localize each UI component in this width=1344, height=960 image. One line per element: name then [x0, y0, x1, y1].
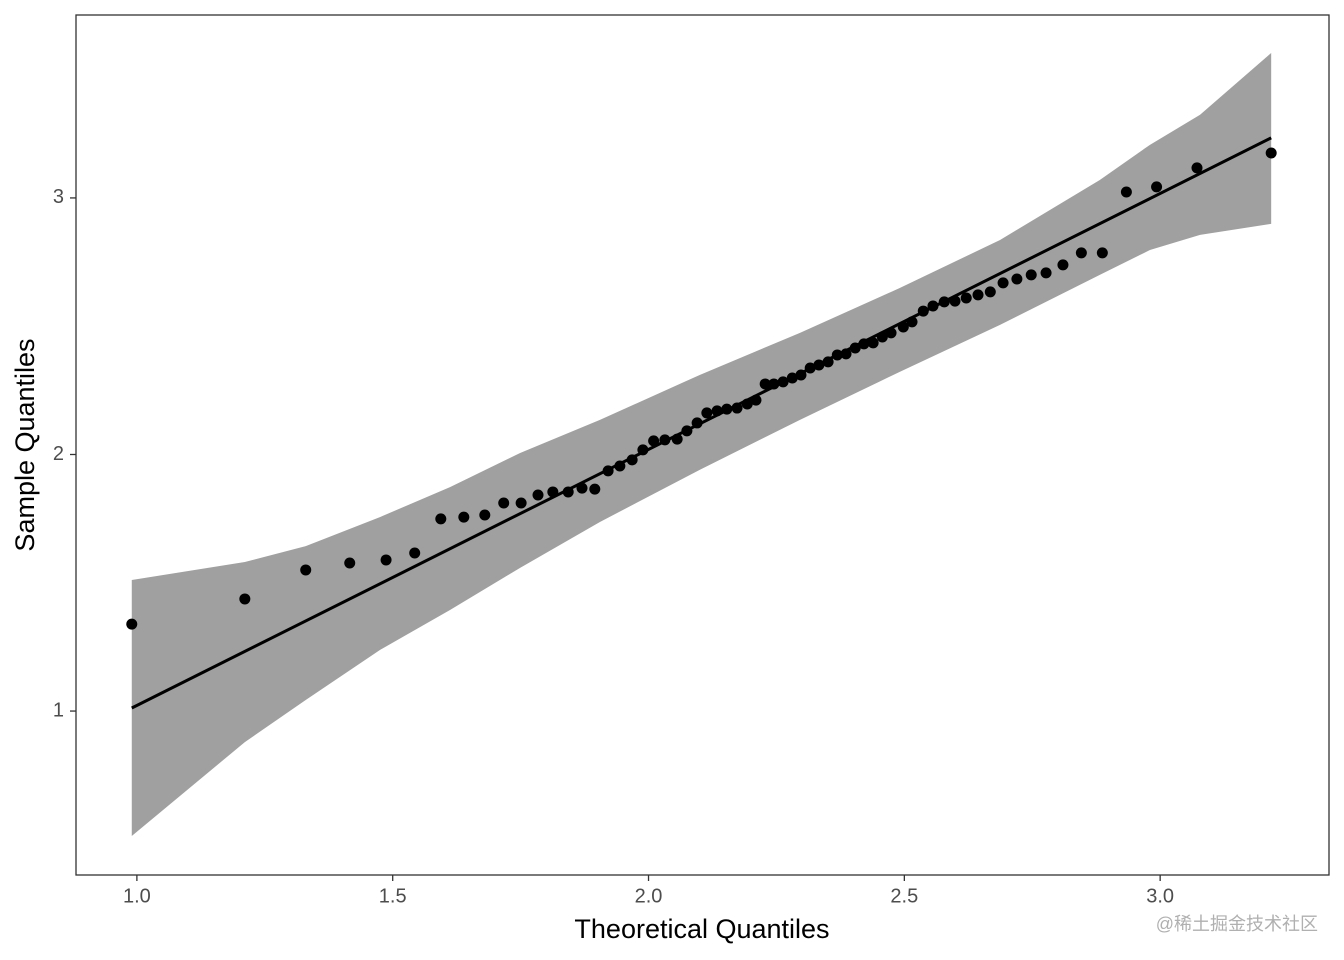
y-tick-label: 1	[53, 699, 64, 721]
point	[885, 327, 897, 339]
x-tick-label: 1.5	[379, 885, 407, 907]
x-axis-title: Theoretical Quantiles	[574, 914, 829, 944]
point	[547, 486, 559, 498]
point	[1265, 147, 1277, 159]
confidence-band	[131, 52, 1272, 837]
x-tick-label: 1.0	[123, 885, 151, 907]
point	[648, 435, 660, 447]
point	[804, 362, 816, 374]
point	[949, 295, 961, 307]
point	[344, 557, 356, 569]
point	[562, 486, 574, 498]
point	[1120, 186, 1132, 198]
point	[813, 359, 825, 371]
point	[691, 417, 703, 429]
x-tick-label: 2.0	[635, 885, 663, 907]
point	[849, 342, 861, 354]
point	[906, 316, 918, 328]
point	[637, 444, 649, 456]
point	[1151, 181, 1163, 193]
point	[126, 618, 138, 630]
point	[239, 593, 251, 605]
point	[1191, 162, 1203, 174]
point	[1075, 247, 1087, 259]
y-axis-title: Sample Quantiles	[10, 338, 40, 551]
point	[409, 547, 421, 559]
point	[777, 376, 789, 388]
point	[380, 554, 392, 566]
point	[795, 369, 807, 381]
point	[626, 454, 638, 466]
point	[972, 289, 984, 301]
point	[711, 405, 723, 417]
point	[532, 489, 544, 501]
point	[671, 433, 683, 445]
point	[721, 403, 733, 415]
point	[576, 482, 588, 494]
point	[741, 398, 753, 410]
point	[498, 497, 510, 509]
point	[458, 511, 470, 523]
panel-border	[75, 14, 1330, 876]
point	[768, 378, 780, 390]
point	[589, 483, 601, 495]
point	[927, 300, 939, 312]
point	[731, 402, 743, 414]
point	[602, 465, 614, 477]
point	[750, 394, 762, 406]
point	[1096, 247, 1108, 259]
point	[984, 286, 996, 298]
y-tick-label: 3	[53, 186, 64, 208]
point	[759, 378, 771, 390]
point	[515, 497, 527, 509]
point	[831, 349, 843, 361]
point	[681, 425, 693, 437]
point	[960, 292, 972, 304]
point	[300, 564, 312, 576]
watermark: @稀土掘金技术社区	[1156, 914, 1318, 934]
point	[1057, 259, 1069, 271]
point	[876, 331, 888, 343]
point	[659, 434, 671, 446]
y-tick-label: 2	[53, 443, 64, 465]
point	[858, 338, 870, 350]
point	[917, 305, 929, 317]
point	[938, 296, 950, 308]
point	[479, 509, 491, 521]
point	[1011, 273, 1023, 285]
point	[614, 460, 626, 472]
point	[840, 348, 852, 360]
x-tick-label: 2.5	[890, 885, 918, 907]
point	[867, 337, 879, 349]
point	[997, 277, 1009, 289]
point	[701, 407, 713, 419]
point	[897, 321, 909, 333]
point	[1040, 267, 1052, 279]
point	[435, 513, 447, 525]
point	[822, 356, 834, 368]
point	[1025, 269, 1037, 281]
point	[786, 372, 798, 384]
x-tick-label: 3.0	[1146, 885, 1174, 907]
